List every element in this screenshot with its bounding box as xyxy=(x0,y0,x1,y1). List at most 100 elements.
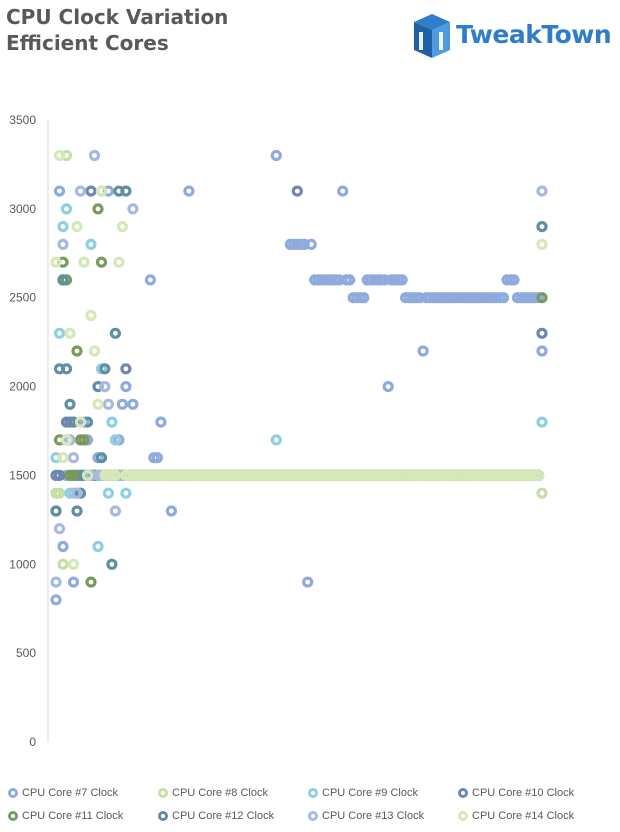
data-point xyxy=(382,381,394,393)
legend-label: CPU Core #12 Clock xyxy=(172,810,275,822)
data-point xyxy=(109,505,122,517)
legend-marker-icon xyxy=(8,811,18,821)
y-tick-label: 2000 xyxy=(9,380,36,394)
data-point xyxy=(95,452,108,464)
legend-item: CPU Core #11 Clock xyxy=(8,807,123,825)
data-point xyxy=(60,203,73,215)
data-point xyxy=(53,185,66,197)
legend-label: CPU Core #11 Clock xyxy=(22,810,124,822)
data-point xyxy=(109,434,122,446)
data-point xyxy=(302,576,314,588)
data-point xyxy=(85,309,97,322)
data-point xyxy=(127,398,139,410)
data-point xyxy=(291,185,303,197)
data-point xyxy=(344,274,356,286)
legend-label: CPU Core #10 Clock xyxy=(472,787,575,799)
data-point xyxy=(57,558,69,570)
data-point xyxy=(67,469,80,481)
data-point xyxy=(99,363,111,375)
data-point xyxy=(532,469,545,481)
data-point xyxy=(81,469,94,481)
data-point xyxy=(92,203,104,215)
data-point xyxy=(71,505,83,517)
data-point xyxy=(85,238,97,250)
data-point xyxy=(57,221,69,233)
data-point xyxy=(50,594,62,606)
data-point xyxy=(106,416,118,428)
y-tick-label: 1500 xyxy=(9,468,36,482)
data-point xyxy=(53,469,66,481)
data-point xyxy=(127,203,139,215)
data-point xyxy=(57,452,69,464)
logo-text: TweakTown xyxy=(456,20,612,49)
y-tick-label: 2500 xyxy=(9,291,36,305)
legend-label: CPU Core #7 Clock xyxy=(22,787,118,799)
chart-title-line-2: Efficient Cores xyxy=(6,31,169,55)
data-point xyxy=(144,274,156,286)
y-tick-label: 3500 xyxy=(9,113,36,127)
legend-marker-icon xyxy=(158,788,168,798)
data-point xyxy=(120,363,132,375)
legend-item: CPU Core #7 Clock xyxy=(8,784,118,802)
data-point xyxy=(50,576,62,588)
data-point xyxy=(116,398,129,410)
legend-label: CPU Core #14 Clock xyxy=(472,810,575,822)
series-3 xyxy=(50,203,548,553)
data-point xyxy=(57,540,69,553)
data-point xyxy=(60,363,73,375)
data-point xyxy=(53,327,66,339)
brand-logo: TweakTown xyxy=(410,12,612,60)
data-point xyxy=(53,523,66,535)
data-point xyxy=(67,576,80,588)
series-8 xyxy=(50,149,548,570)
legend-item: CPU Core #8 Clock xyxy=(158,784,268,802)
data-point xyxy=(88,345,101,357)
legend-label: CPU Core #8 Clock xyxy=(172,787,268,799)
data-point xyxy=(64,327,76,339)
data-point xyxy=(109,327,122,339)
legend-label: CPU Core #13 Clock xyxy=(322,810,425,822)
data-point xyxy=(120,185,132,197)
data-point xyxy=(50,256,62,268)
legend-item: CPU Core #14 Clock xyxy=(458,807,574,825)
data-point xyxy=(536,185,548,197)
data-point xyxy=(165,505,177,517)
data-point xyxy=(536,487,548,499)
series-2 xyxy=(50,149,548,570)
legend-marker-icon xyxy=(308,788,318,798)
data-point xyxy=(92,540,104,553)
data-point xyxy=(67,452,80,464)
data-point xyxy=(71,345,83,357)
data-point xyxy=(116,221,129,233)
data-point xyxy=(53,487,66,499)
data-point xyxy=(71,487,83,499)
data-point xyxy=(113,256,125,268)
data-point xyxy=(71,221,83,233)
series-4 xyxy=(50,185,548,481)
data-point xyxy=(120,487,132,499)
data-point xyxy=(536,327,548,339)
legend-marker-icon xyxy=(8,788,18,798)
data-point xyxy=(102,487,115,499)
data-point xyxy=(57,238,69,250)
data-point xyxy=(78,434,90,446)
tweaktown-logo-icon xyxy=(414,14,450,58)
y-tick-label: 0 xyxy=(29,735,36,749)
data-point xyxy=(95,256,108,268)
legend-marker-icon xyxy=(458,811,468,821)
chart-title: CPU Clock Variation Efficient Cores xyxy=(6,4,228,56)
series-7 xyxy=(50,149,548,588)
data-point xyxy=(88,149,101,162)
data-point xyxy=(78,256,90,268)
data-point xyxy=(536,416,548,428)
data-point xyxy=(74,416,87,428)
data-point xyxy=(67,558,80,570)
legend-item: CPU Core #13 Clock xyxy=(308,807,424,825)
data-point xyxy=(120,381,132,393)
data-point xyxy=(358,292,370,304)
data-point xyxy=(99,381,111,393)
data-point xyxy=(106,558,118,570)
data-point xyxy=(536,221,548,233)
data-point xyxy=(102,398,115,410)
data-point xyxy=(109,469,122,481)
